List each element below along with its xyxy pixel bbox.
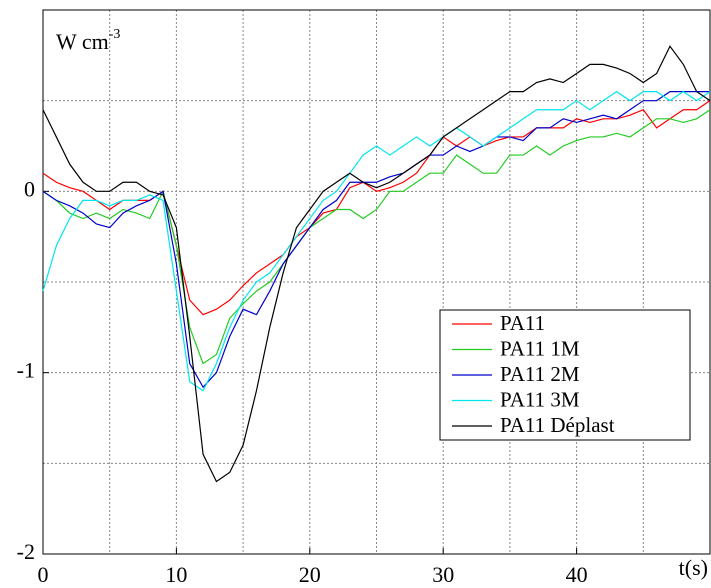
- x-axis-label: t(s): [679, 555, 708, 580]
- legend-label: PA11 2M: [500, 362, 580, 386]
- x-tick-label: 20: [299, 562, 321, 587]
- x-tick-label: 30: [432, 562, 454, 587]
- y-tick-label: -1: [17, 358, 35, 383]
- x-tick-label: 10: [165, 562, 187, 587]
- x-tick-label: 0: [38, 562, 49, 587]
- y-tick-label: 0: [24, 176, 35, 201]
- legend-label: PA11 3M: [500, 387, 580, 411]
- y-axis-label: W cm-3: [56, 27, 120, 54]
- unit: W cm: [56, 29, 109, 54]
- legend-label: PA11: [500, 311, 545, 335]
- y-tick-label: -2: [17, 539, 35, 564]
- unit-exponent: -3: [109, 27, 121, 42]
- plot-frame: [42, 9, 711, 555]
- legend-label: PA11 Déplast: [500, 413, 615, 437]
- legend-label: PA11 1M: [500, 336, 580, 360]
- series-line: [42, 45, 711, 483]
- series-line: [42, 109, 711, 365]
- series-line: [42, 90, 711, 392]
- x-tick-label: 40: [566, 562, 588, 587]
